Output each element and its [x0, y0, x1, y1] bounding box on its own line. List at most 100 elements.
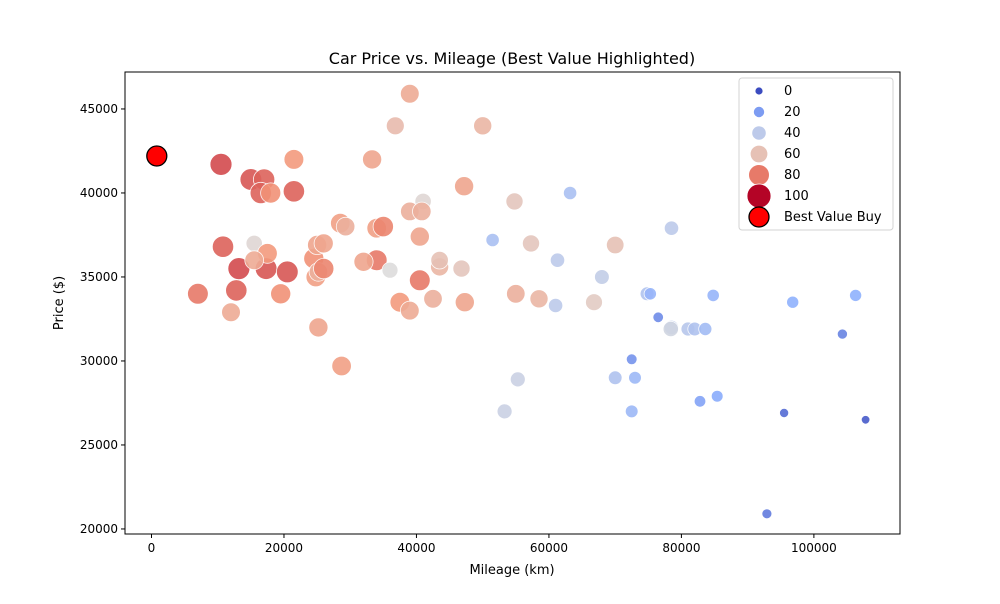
data-point	[594, 269, 610, 285]
legend-label-best-value: Best Value Buy	[784, 210, 882, 225]
legend-label: 100	[784, 189, 809, 204]
data-point	[836, 328, 848, 340]
legend-label: 20	[784, 105, 801, 120]
legend-marker	[746, 183, 772, 209]
data-point	[652, 311, 664, 324]
data-point	[362, 149, 383, 170]
data-point	[509, 371, 526, 388]
data-point	[585, 293, 603, 312]
data-point	[225, 279, 248, 302]
y-tick-label: 25000	[80, 438, 118, 452]
y-axis-label: Price ($)	[52, 276, 67, 330]
data-point	[270, 283, 292, 305]
data-point	[628, 370, 642, 385]
data-point	[331, 355, 352, 377]
data-point	[260, 182, 282, 204]
legend-box	[738, 77, 894, 231]
data-point	[335, 216, 356, 237]
data-point	[412, 201, 432, 222]
y-tick-label: 20000	[80, 522, 118, 536]
data-point	[860, 415, 871, 425]
x-tick-label: 40000	[397, 541, 435, 555]
data-point	[625, 353, 638, 366]
data-point	[385, 116, 405, 136]
data-point	[662, 320, 679, 338]
legend-label: 80	[784, 168, 801, 183]
data-point	[505, 192, 524, 211]
plot-frame	[124, 71, 901, 535]
y-tick-label: 35000	[80, 270, 118, 284]
legend-label: 40	[784, 126, 801, 141]
data-point	[187, 282, 209, 305]
data-point	[454, 176, 475, 197]
x-tick-label: 60000	[530, 541, 568, 555]
legend-marker-best-value	[748, 206, 770, 228]
data-point	[381, 261, 399, 279]
chart-title: Car Price vs. Mileage (Best Value Highli…	[329, 49, 695, 68]
data-point	[399, 84, 420, 104]
data-point	[786, 295, 800, 309]
data-point	[761, 508, 773, 520]
legend-marker	[753, 106, 766, 119]
data-point	[473, 116, 493, 136]
y-tick-label: 30000	[80, 354, 118, 368]
data-point	[275, 260, 299, 284]
data-point	[710, 389, 724, 403]
data-point	[423, 289, 443, 309]
data-point	[779, 407, 790, 418]
points-layer	[146, 84, 871, 520]
data-point	[562, 185, 578, 201]
data-point	[706, 288, 720, 302]
x-axis-label: Mileage (km)	[469, 563, 554, 578]
legend-label: 0	[784, 84, 792, 99]
data-point	[244, 250, 265, 271]
data-point	[452, 259, 471, 278]
data-point	[663, 220, 680, 236]
legend-marker	[748, 164, 770, 186]
x-tick-label: 100000	[791, 541, 837, 555]
data-point	[606, 235, 625, 255]
data-point	[283, 149, 305, 170]
data-point	[849, 288, 863, 302]
data-point	[454, 292, 475, 313]
legend-label: 60	[784, 147, 801, 162]
data-point	[313, 257, 335, 280]
data-point	[408, 269, 431, 292]
x-tick-label: 80000	[662, 541, 700, 555]
data-point	[522, 234, 541, 253]
data-point	[211, 235, 235, 258]
data-point	[496, 403, 513, 420]
legend-marker	[749, 144, 769, 164]
data-point	[409, 226, 430, 247]
data-point	[607, 370, 623, 386]
best-value-point	[146, 145, 168, 167]
x-tick-label: 20000	[265, 541, 303, 555]
data-point	[221, 302, 241, 323]
data-point	[549, 252, 566, 268]
legend-marker	[754, 86, 764, 96]
y-tick-label: 45000	[80, 102, 118, 116]
data-point	[643, 287, 657, 301]
data-point	[372, 216, 394, 238]
legend: 0 20 40 60 80 100 Best Value Buy	[738, 77, 894, 231]
data-point	[485, 232, 500, 248]
data-point	[506, 284, 526, 304]
x-axis: 0 20000 40000 60000 80000 100000	[148, 534, 837, 555]
data-point	[308, 317, 329, 338]
data-point	[693, 395, 707, 408]
y-axis: 20000 25000 30000 35000 40000 45000	[80, 102, 125, 536]
y-tick-label: 40000	[80, 186, 118, 200]
data-point	[313, 233, 334, 254]
data-point	[547, 297, 564, 314]
data-point	[282, 180, 305, 203]
data-point	[698, 321, 713, 336]
data-point	[529, 289, 549, 309]
data-point	[209, 152, 233, 176]
data-point	[430, 251, 449, 270]
data-point	[353, 251, 374, 272]
x-tick-label: 0	[148, 541, 156, 555]
data-point	[624, 404, 639, 419]
legend-marker	[751, 125, 767, 141]
data-point	[399, 300, 420, 321]
